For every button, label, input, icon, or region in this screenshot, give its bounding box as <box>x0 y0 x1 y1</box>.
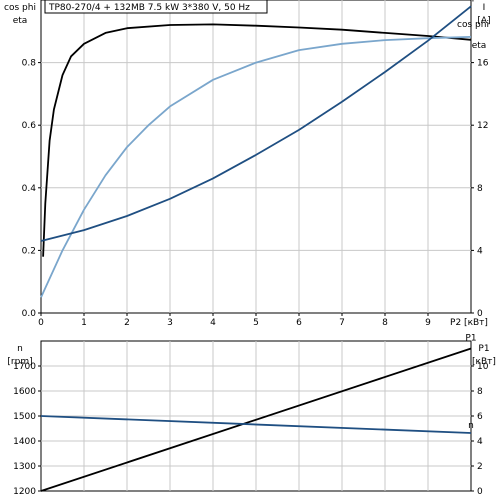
left-tick-label: 1500 <box>13 412 36 422</box>
left-tick-label: 1200 <box>13 487 36 497</box>
left-axis-label-2: [rpm] <box>7 357 32 367</box>
chart-title: TP80-270/4 + 132MB 7.5 kW 3*380 V, 50 Hz <box>48 3 250 13</box>
bottom-panel: 1200 1300 1400 1500 1600 1700 0 2 4 6 8 10 n [rpm] P1 [… <box>7 334 496 498</box>
right-tick-label: 4 <box>477 246 483 256</box>
x-tick-label: 8 <box>382 318 388 328</box>
left-tick-label: 0.4 <box>22 184 37 194</box>
right-axis-label-1: P1 <box>478 344 489 354</box>
left-tick-label: 1700 <box>13 362 36 372</box>
left-tick-label: 1400 <box>13 437 36 447</box>
x-tick-label: 1 <box>81 318 87 328</box>
series-line-eta <box>42 23 472 257</box>
series-label-cos-phi: cos phi <box>457 20 489 30</box>
right-tick-label: 0 <box>477 309 483 319</box>
right-axis-label-1: I <box>483 3 486 13</box>
left-tick-label: 1300 <box>13 462 36 472</box>
x-tick-label: 5 <box>253 318 259 328</box>
right-axis-label-2: [A] <box>477 16 490 26</box>
right-tick-label: 10 <box>477 362 489 372</box>
left-tick-label: 0.8 <box>22 59 37 69</box>
x-axis-label: P2 [кВт] <box>450 318 488 328</box>
series-line-i <box>40 5 472 242</box>
right-tick-label: 16 <box>477 59 489 69</box>
x-tick-label: 4 <box>210 318 216 328</box>
series-line-n <box>40 415 472 434</box>
x-tick-label: 7 <box>339 318 345 328</box>
series-label-eta: eta <box>472 41 487 51</box>
x-tick-label: 6 <box>296 318 302 328</box>
series-label-n: n <box>468 421 474 431</box>
right-tick-label: 0 <box>477 487 483 497</box>
right-tick-label: 12 <box>477 121 488 131</box>
left-axis-label-1: cos phi <box>4 3 36 13</box>
title-box <box>44 0 268 14</box>
x-tick-label: 2 <box>124 318 130 328</box>
series-label-p1: P1 <box>465 334 476 344</box>
right-tick-label: 2 <box>477 462 483 472</box>
left-tick-label: 0.0 <box>22 309 37 319</box>
x-tick-label: 0 <box>38 318 44 328</box>
left-axis-label-1: n <box>17 344 23 354</box>
right-tick-label: 6 <box>477 412 483 422</box>
right-tick-label: 4 <box>477 437 483 447</box>
left-tick-label: 0.6 <box>22 121 37 131</box>
series-line-cos-phi <box>40 36 472 298</box>
right-tick-label: 8 <box>477 387 483 397</box>
x-tick-label: 9 <box>425 318 431 328</box>
right-tick-label: 8 <box>477 184 483 194</box>
right-axis-label-2: [кВт] <box>472 357 496 367</box>
series-label-i: I <box>472 0 475 4</box>
left-tick-label: 0.2 <box>22 246 36 256</box>
left-tick-label: 1600 <box>13 387 36 397</box>
x-tick-label: 3 <box>167 318 173 328</box>
left-axis-label-2: eta <box>13 16 28 26</box>
series-line-p1 <box>40 347 472 492</box>
